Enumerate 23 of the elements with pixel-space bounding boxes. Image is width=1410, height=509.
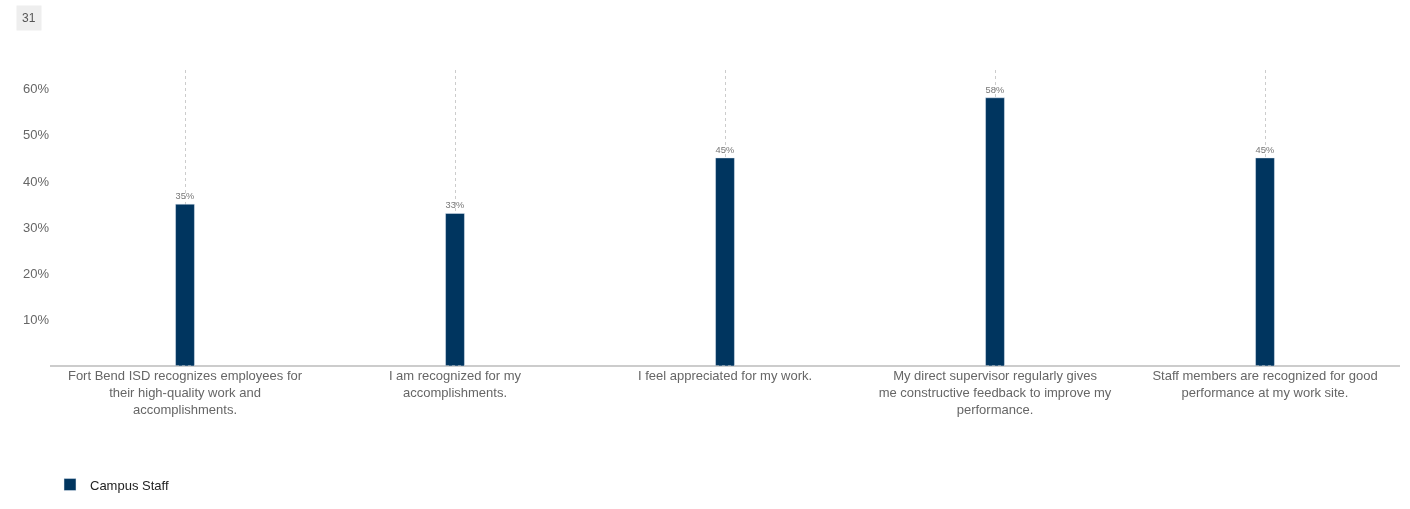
bar	[715, 157, 735, 366]
y-tick-label: 50%	[22, 127, 50, 143]
y-tick-label: 40%	[22, 173, 50, 189]
x-tick-label: Staff members are recognized for good performance at my work site.	[1152, 368, 1378, 400]
x-tick-label: I feel appreciated for my work.	[637, 368, 813, 383]
y-tick-label: 60%	[22, 81, 50, 97]
x-tick-label: My direct supervisor regularly gives me constructive feedback to improve my performance.	[878, 368, 1112, 417]
data-label: 45%	[1255, 144, 1275, 155]
data-label: 33%	[445, 200, 465, 211]
data-label: 35%	[175, 190, 195, 201]
y-tick-label: 10%	[22, 312, 50, 328]
bar	[985, 97, 1005, 366]
legend-label: Campus Staff	[90, 477, 169, 493]
y-tick-label: 20%	[22, 266, 50, 282]
bar	[445, 213, 465, 366]
x-tick-label: Fort Bend ISD recognizes employees for their high-quality work and accomplishments.	[67, 368, 303, 417]
bar	[175, 203, 195, 366]
bar	[1255, 157, 1275, 366]
data-label: 45%	[715, 144, 735, 155]
data-label: 58%	[985, 84, 1005, 95]
text: 31	[22, 11, 36, 25]
x-tick-label: I am recognized for my accomplishments.	[388, 368, 522, 400]
y-tick-label: 30%	[22, 219, 50, 235]
